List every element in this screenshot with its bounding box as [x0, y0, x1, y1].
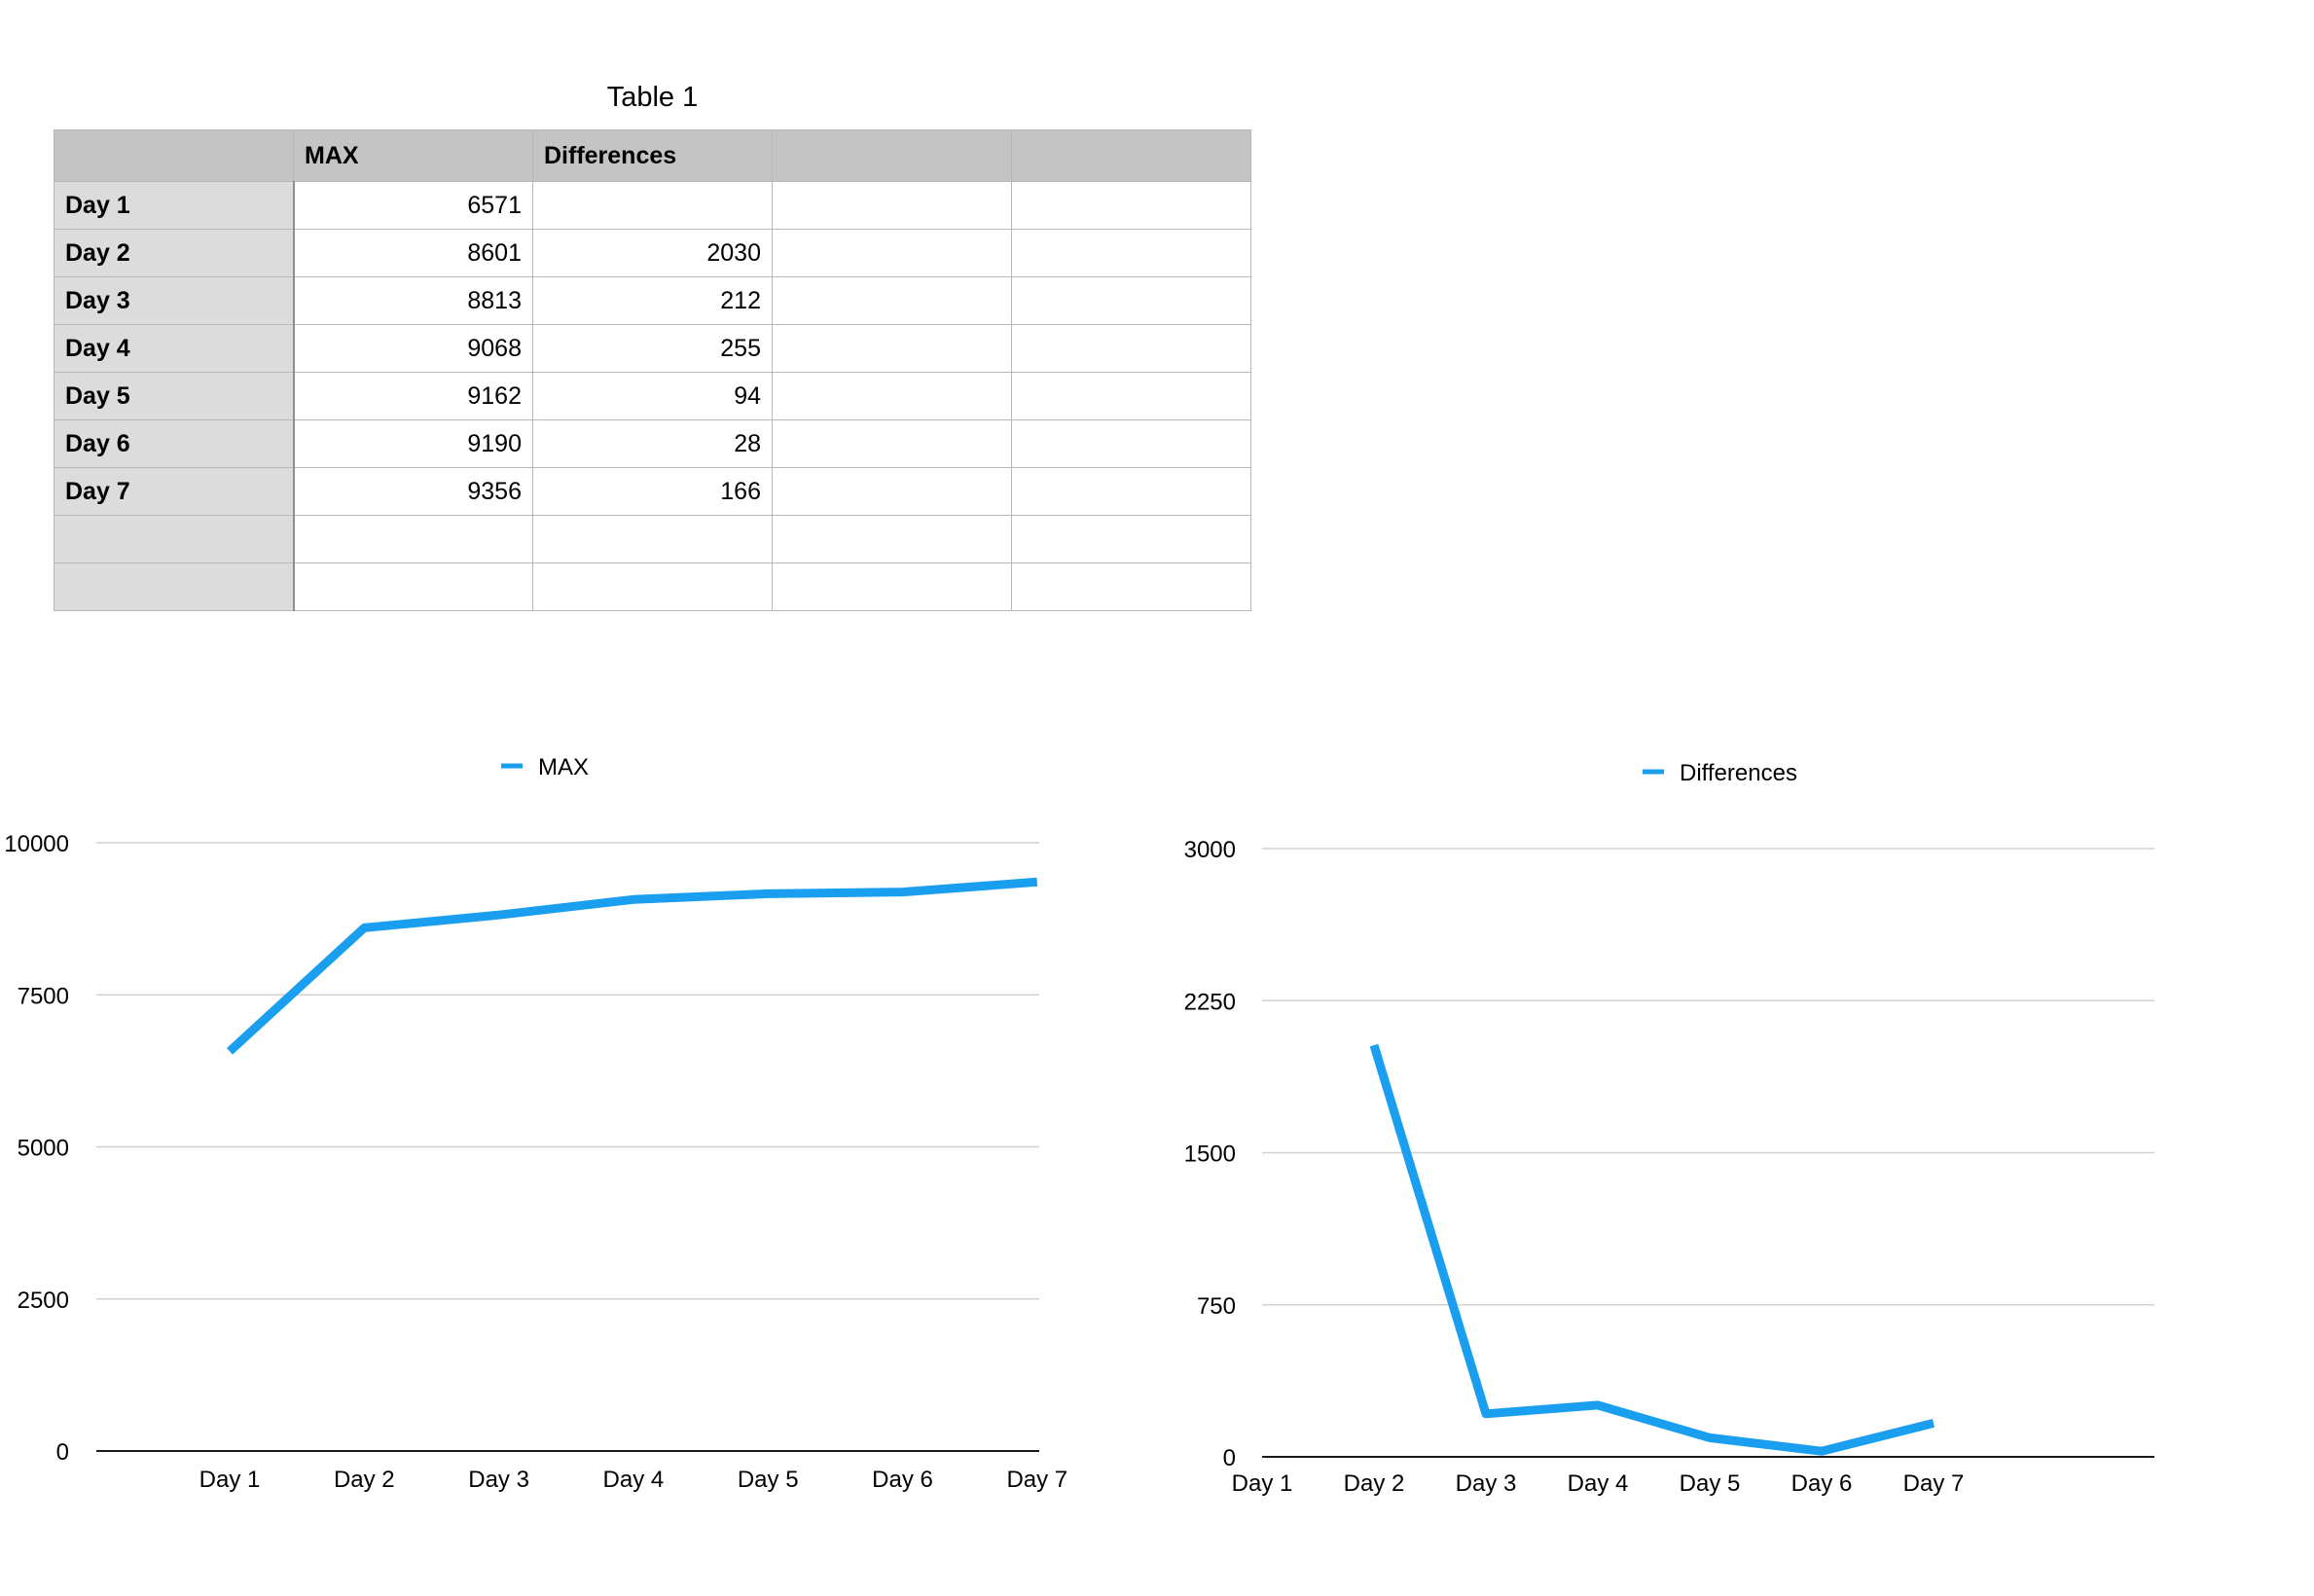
- x-tick-label: Day 4: [1568, 1470, 1629, 1497]
- table-cell[interactable]: [532, 562, 773, 611]
- table-cell[interactable]: 255: [532, 324, 773, 373]
- y-tick-label: 10000: [4, 831, 69, 857]
- y-tick-label: 1500: [1184, 1142, 1236, 1168]
- x-tick-label: Day 4: [603, 1467, 665, 1493]
- y-tick-label: 2500: [18, 1288, 69, 1314]
- row-header-cell[interactable]: Day 7: [54, 467, 295, 516]
- row-header-cell[interactable]: Day 5: [54, 372, 295, 420]
- legend-label: MAX: [538, 754, 589, 780]
- x-tick-label: Day 5: [738, 1467, 799, 1493]
- x-tick-label: Day 5: [1680, 1470, 1741, 1497]
- table-cell[interactable]: [772, 515, 1012, 563]
- header-cell-max[interactable]: MAX: [293, 129, 533, 182]
- table-cell[interactable]: 9068: [293, 324, 533, 373]
- row-header-cell[interactable]: Day 4: [54, 324, 295, 373]
- table-cell[interactable]: [293, 562, 533, 611]
- table-cell[interactable]: [293, 515, 533, 563]
- y-tick-label: 0: [56, 1439, 69, 1466]
- legend-label: Differences: [1680, 760, 1797, 786]
- data-table: MAX Differences Day 1 6571 Day 2 8601 2030 Da…: [54, 129, 1251, 611]
- table-cell[interactable]: 9190: [293, 419, 533, 468]
- table-row: Day 4 9068 255: [54, 324, 1251, 373]
- series-line-max: [226, 877, 1038, 1055]
- row-header-cell[interactable]: Day 1: [54, 181, 295, 230]
- table-cell[interactable]: 6571: [293, 181, 533, 230]
- header-cell-corner[interactable]: [54, 129, 294, 182]
- table-cell[interactable]: [1011, 467, 1251, 516]
- x-tick-label: Day 7: [1903, 1470, 1965, 1497]
- table-title: Table 1: [606, 82, 699, 113]
- table-cell[interactable]: [772, 372, 1012, 420]
- row-header-cell[interactable]: [54, 515, 295, 563]
- table-cell[interactable]: [772, 276, 1012, 325]
- table-cell[interactable]: [772, 229, 1012, 277]
- x-tick-label: Day 3: [468, 1467, 529, 1493]
- y-tick-label: 3000: [1184, 837, 1236, 863]
- y-tick-label: 5000: [18, 1136, 69, 1162]
- y-tick-label: 0: [1223, 1445, 1236, 1471]
- y-tick-label: 2250: [1184, 989, 1236, 1015]
- table-cell[interactable]: [532, 515, 773, 563]
- table-row: [54, 562, 1251, 611]
- table-row: Day 1 6571: [54, 181, 1251, 230]
- table-cell[interactable]: [1011, 181, 1251, 230]
- table-cell[interactable]: [772, 467, 1012, 516]
- y-tick-label: 7500: [18, 983, 69, 1009]
- table-cell[interactable]: 8813: [293, 276, 533, 325]
- x-tick-label: Day 2: [1344, 1470, 1405, 1497]
- y-tick-label: 750: [1197, 1293, 1236, 1320]
- table-cell[interactable]: 28: [532, 419, 773, 468]
- x-tick-label: Day 1: [1232, 1470, 1293, 1497]
- table-cell[interactable]: 9162: [293, 372, 533, 420]
- table-row: Day 5 9162 94: [54, 372, 1251, 420]
- x-tick-label: Day 3: [1456, 1470, 1517, 1497]
- x-tick-label: Day 6: [1791, 1470, 1853, 1497]
- table-row: Day 3 8813 212: [54, 276, 1251, 325]
- x-tick-label: Day 2: [334, 1467, 395, 1493]
- row-header-cell[interactable]: Day 2: [54, 229, 295, 277]
- table-cell[interactable]: [772, 419, 1012, 468]
- table-header-row: MAX Differences: [54, 129, 1251, 182]
- x-tick-label: Day 6: [872, 1467, 933, 1493]
- table-cell[interactable]: [1011, 372, 1251, 420]
- table-cell[interactable]: 212: [532, 276, 773, 325]
- table-cell[interactable]: [772, 181, 1012, 230]
- header-cell-empty[interactable]: [1011, 129, 1251, 182]
- series-line-differences: [1369, 1043, 1935, 1456]
- table-cell[interactable]: [1011, 419, 1251, 468]
- x-tick-label: Day 1: [199, 1467, 261, 1493]
- table-row: Day 7 9356 166: [54, 467, 1251, 516]
- row-header-cell[interactable]: Day 3: [54, 276, 295, 325]
- table-cell[interactable]: [1011, 562, 1251, 611]
- table-cell[interactable]: [772, 562, 1012, 611]
- table-row: [54, 515, 1251, 563]
- row-header-cell[interactable]: [54, 562, 295, 611]
- table-cell[interactable]: [1011, 324, 1251, 373]
- table-cell[interactable]: 166: [532, 467, 773, 516]
- x-tick-label: Day 7: [1006, 1467, 1067, 1493]
- header-cell-empty[interactable]: [772, 129, 1012, 182]
